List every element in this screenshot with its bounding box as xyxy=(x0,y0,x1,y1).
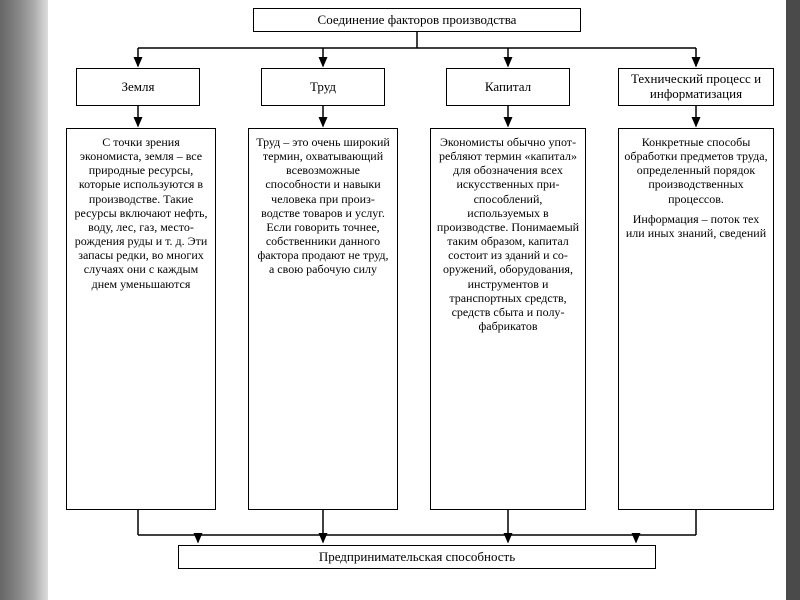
factor-header-1: Труд xyxy=(261,68,385,106)
factor-header-2-label: Капитал xyxy=(485,80,531,95)
factor-header-0-label: Земля xyxy=(122,80,155,95)
slide-right-bar xyxy=(786,0,800,600)
factor-header-3-label: Технический процесс и информатизация xyxy=(623,72,769,102)
bottom-label: Предпринимательская способность xyxy=(319,550,515,565)
bottom-box: Предпринимательская способность xyxy=(178,545,656,569)
factor-desc-1: Труд – это очень широ­кий термин, охваты… xyxy=(248,128,398,510)
factor-header-0: Земля xyxy=(76,68,200,106)
factor-desc-3: Конкретные спо­собы обработки предметов … xyxy=(618,128,774,510)
factor-desc-3-text: Конкретные спо­собы обработки предметов … xyxy=(624,135,768,206)
factor-desc-0-text: С точки зрения экономиста, земля – все п… xyxy=(72,135,210,291)
factor-desc-2-text: Экономисты обычно упот­ребляют тер­мин «… xyxy=(436,135,580,333)
factor-desc-2: Экономисты обычно упот­ребляют тер­мин «… xyxy=(430,128,586,510)
diagram-canvas: Соединение факторов производства Земля Т… xyxy=(48,0,786,600)
root-label: Соединение факторов производства xyxy=(318,13,517,28)
factor-header-3: Технический процесс и информатизация xyxy=(618,68,774,106)
factor-desc-3-text2: Информация – поток тех или иных знаний, … xyxy=(624,212,768,240)
factor-desc-1-text: Труд – это очень широ­кий термин, охваты… xyxy=(254,135,392,277)
factor-desc-0: С точки зрения экономиста, земля – все п… xyxy=(66,128,216,510)
slide-left-gradient xyxy=(0,0,48,600)
factor-header-1-label: Труд xyxy=(310,80,336,95)
factor-header-2: Капитал xyxy=(446,68,570,106)
root-box: Соединение факторов производства xyxy=(253,8,581,32)
